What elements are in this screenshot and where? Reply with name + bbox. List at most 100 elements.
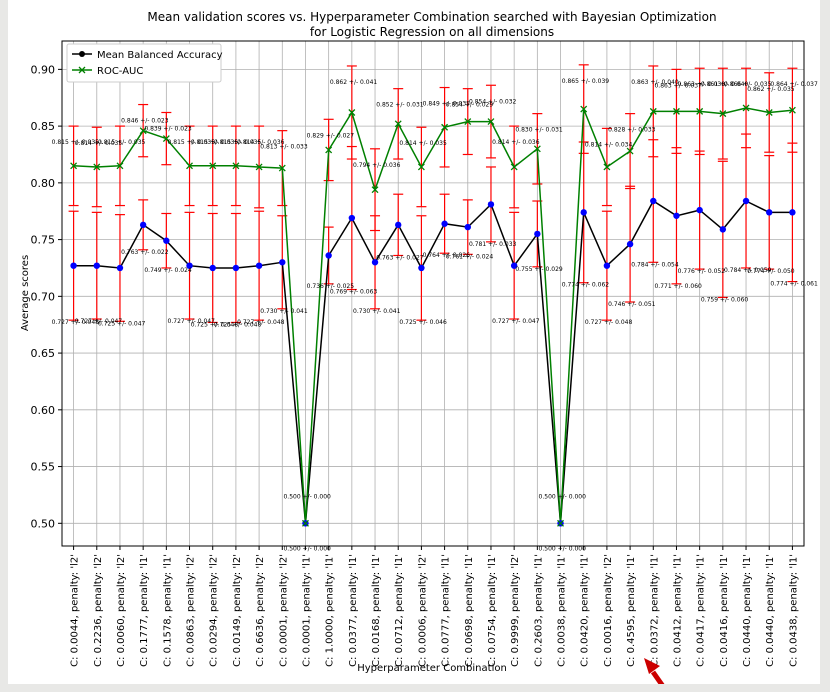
x-tick-label: C: 0.0417, penalty: 'l1' (696, 554, 707, 667)
data-label-balanced-accuracy: 0.759 +/- 0.060 (701, 296, 749, 303)
point-roc-auc (441, 123, 449, 131)
y-tick-label: 0.75 (31, 234, 56, 247)
data-label-balanced-accuracy: 0.774 +/- 0.062 (562, 282, 610, 289)
x-tick-label: C: 0.0038, penalty: 'l1' (557, 554, 568, 667)
point-roc-auc (209, 162, 217, 170)
data-label-balanced-accuracy: 0.727 +/- 0.048 (585, 319, 633, 326)
x-tick-label: C: 0.0006, penalty: 'l2' (417, 554, 428, 667)
x-tick-label: C: 0.0416, penalty: 'l1' (719, 554, 730, 667)
point-roc-auc (139, 127, 147, 135)
data-label-roc-auc: 0.814 +/- 0.035 (75, 140, 123, 147)
legend-label-roc: ROC-AUC (97, 66, 143, 77)
plot-frame (61, 40, 805, 547)
x-tick-label: C: 0.0412, penalty: 'l1' (672, 554, 683, 667)
series-line-balanced-accuracy (73, 199, 793, 524)
chart-subtitle: for Logistic Regression on all dimension… (310, 25, 554, 39)
data-label-roc-auc: 0.814 +/- 0.035 (399, 140, 447, 147)
legend-marker-roc (78, 66, 86, 74)
x-tick-label: C: 0.0754, penalty: 'l1' (487, 554, 498, 667)
point-balanced-accuracy (93, 262, 100, 269)
data-label-roc-auc: 0.815 +/- 0.035 (52, 139, 100, 146)
point-roc-auc (487, 118, 495, 126)
data-label-roc-auc: 0.500 +/- 0.000 (283, 493, 331, 500)
data-label-roc-auc: 0.854 +/- 0.032 (469, 98, 517, 105)
data-label-roc-auc: 0.815 +/- 0.035 (98, 139, 146, 146)
point-roc-auc (70, 162, 78, 170)
data-label-balanced-accuracy: 0.727 +/- 0.047 (492, 318, 540, 325)
data-label-balanced-accuracy: 0.500 +/- 0.000 (283, 545, 331, 552)
point-balanced-accuracy (70, 262, 77, 269)
x-tick-label: C: 0.2236, penalty: 'l2' (93, 554, 104, 667)
data-label-roc-auc: 0.849 +/- 0.035 (423, 101, 471, 108)
legend: Mean Balanced Accuracy ROC-AUC (66, 43, 223, 83)
x-tick-label: C: 0.4595, penalty: 'l1' (626, 554, 637, 667)
x-tick-label: C: 0.0777, penalty: 'l1' (441, 554, 452, 667)
point-roc-auc (673, 107, 680, 115)
x-tick-label: C: 0.0698, penalty: 'l1' (464, 554, 475, 667)
y-axis-label: Average scores (20, 255, 31, 331)
data-label-balanced-accuracy: 0.755 +/- 0.029 (515, 266, 563, 273)
data-label-roc-auc: 0.861 +/- 0.040 (701, 81, 749, 88)
data-label-balanced-accuracy: 0.781 +/- 0.033 (469, 241, 517, 248)
x-tick-label: C: 0.0168, penalty: 'l1' (371, 554, 382, 667)
data-label-balanced-accuracy: 0.784 +/- 0.059 (724, 267, 772, 274)
point-balanced-accuracy (255, 262, 263, 269)
data-label-balanced-accuracy: 0.730 +/- 0.041 (353, 308, 401, 315)
point-roc-auc (788, 106, 796, 114)
data-label-balanced-accuracy: 0.727 +/- 0.048 (52, 319, 100, 326)
y-tick-label: 0.55 (31, 461, 56, 474)
point-roc-auc (116, 162, 124, 170)
point-roc-auc (603, 163, 611, 171)
point-balanced-accuracy (186, 262, 193, 269)
data-label-balanced-accuracy: 0.776 +/- 0.052 (678, 268, 726, 275)
x-axis-label: Hyperparameter Combination (357, 663, 507, 674)
point-balanced-accuracy (279, 259, 286, 266)
point-balanced-accuracy (696, 206, 703, 214)
data-label-roc-auc: 0.862 +/- 0.035 (747, 86, 795, 93)
point-roc-auc (255, 163, 263, 171)
point-roc-auc (649, 107, 657, 115)
y-tick-label: 0.90 (31, 63, 56, 76)
arrow-head (644, 658, 660, 674)
point-balanced-accuracy (580, 209, 587, 216)
data-label-balanced-accuracy: 0.727 +/- 0.047 (168, 318, 216, 325)
y-tick-label: 0.50 (31, 517, 56, 530)
x-tick-label: C: 1.0000, penalty: 'l1' (325, 554, 336, 667)
point-roc-auc (464, 118, 472, 126)
data-label-balanced-accuracy: 0.763 +/- 0.022 (121, 249, 169, 256)
data-label-roc-auc: 0.863 +/- 0.038 (678, 81, 726, 88)
data-label-roc-auc: 0.815 +/- 0.035 (168, 139, 216, 146)
point-balanced-accuracy (441, 220, 448, 227)
point-roc-auc (510, 163, 518, 171)
data-label-balanced-accuracy: 0.727 +/- 0.048 (237, 319, 285, 326)
data-label-balanced-accuracy: 0.736 +/- 0.025 (307, 283, 355, 290)
point-roc-auc (302, 519, 309, 527)
point-balanced-accuracy (487, 201, 495, 208)
point-roc-auc (626, 147, 634, 155)
chart-title: Mean validation scores vs. Hyperparamete… (147, 10, 716, 24)
point-balanced-accuracy (742, 197, 750, 205)
x-tick-label: C: 0.0001, penalty: 'l1' (301, 554, 312, 667)
data-label-balanced-accuracy: 0.725 +/- 0.048 (191, 321, 239, 328)
point-roc-auc (417, 163, 425, 171)
point-roc-auc (533, 145, 541, 153)
x-tick-label: C: 0.0863, penalty: 'l2' (186, 554, 197, 667)
point-balanced-accuracy (348, 214, 356, 222)
data-label-balanced-accuracy: 0.730 +/- 0.041 (260, 308, 308, 315)
legend-box (66, 43, 222, 83)
point-balanced-accuracy (673, 212, 680, 219)
point-balanced-accuracy (232, 264, 240, 272)
y-tick-label: 0.80 (31, 177, 56, 190)
x-tick-label: C: 0.0420, penalty: 'l1' (580, 554, 591, 667)
point-roc-auc (278, 164, 286, 172)
point-balanced-accuracy (510, 262, 518, 269)
data-label-roc-auc: 0.815 +/- 0.035 (191, 139, 239, 146)
data-label-roc-auc: 0.814 +/- 0.034 (585, 141, 633, 148)
x-tick-label: C: 0.6636, penalty: 'l2' (255, 554, 266, 667)
point-roc-auc (186, 162, 193, 170)
point-balanced-accuracy (163, 237, 170, 244)
point-balanced-accuracy (209, 264, 216, 272)
data-label-roc-auc: 0.863 +/- 0.037 (654, 82, 702, 89)
legend-marker-bacc (79, 51, 85, 57)
x-tick-label: C: 0.0294, penalty: 'l2' (209, 554, 220, 667)
